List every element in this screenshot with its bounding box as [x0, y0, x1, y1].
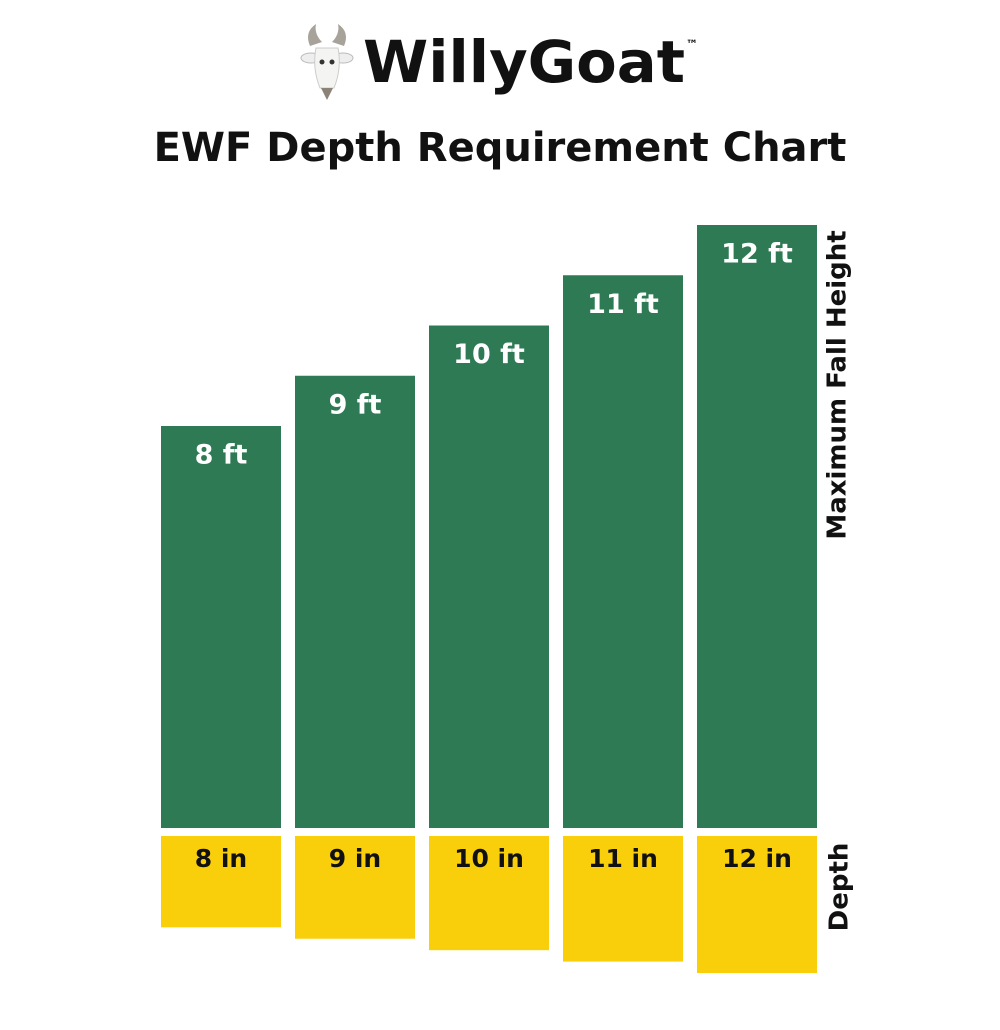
bar [563, 275, 683, 828]
bar [295, 836, 415, 939]
bar [161, 426, 281, 828]
series-label: Maximum Fall Height [823, 230, 853, 539]
bar [295, 375, 415, 828]
value-label: 10 in [454, 844, 524, 873]
value-label: 10 ft [453, 339, 525, 370]
value-label: 11 ft [587, 289, 659, 320]
bar [697, 836, 817, 973]
value-label: 12 ft [721, 239, 793, 270]
bar [563, 836, 683, 962]
bar [429, 836, 549, 951]
bar [697, 225, 817, 828]
value-label: 9 in [329, 844, 381, 873]
value-label: 8 in [195, 844, 247, 873]
bar [161, 836, 281, 928]
value-label: 9 ft [329, 389, 382, 420]
brand: WillyGoat [363, 28, 685, 96]
chart-title: EWF Depth Requirement Chart [154, 125, 847, 171]
value-label: 12 in [722, 844, 792, 873]
value-label: 11 in [588, 844, 658, 873]
goat-icon [300, 24, 354, 100]
value-label: 8 ft [195, 440, 248, 471]
series-label: Depth [825, 843, 855, 932]
bar [429, 325, 549, 828]
brand-mark: ™ [686, 38, 698, 52]
